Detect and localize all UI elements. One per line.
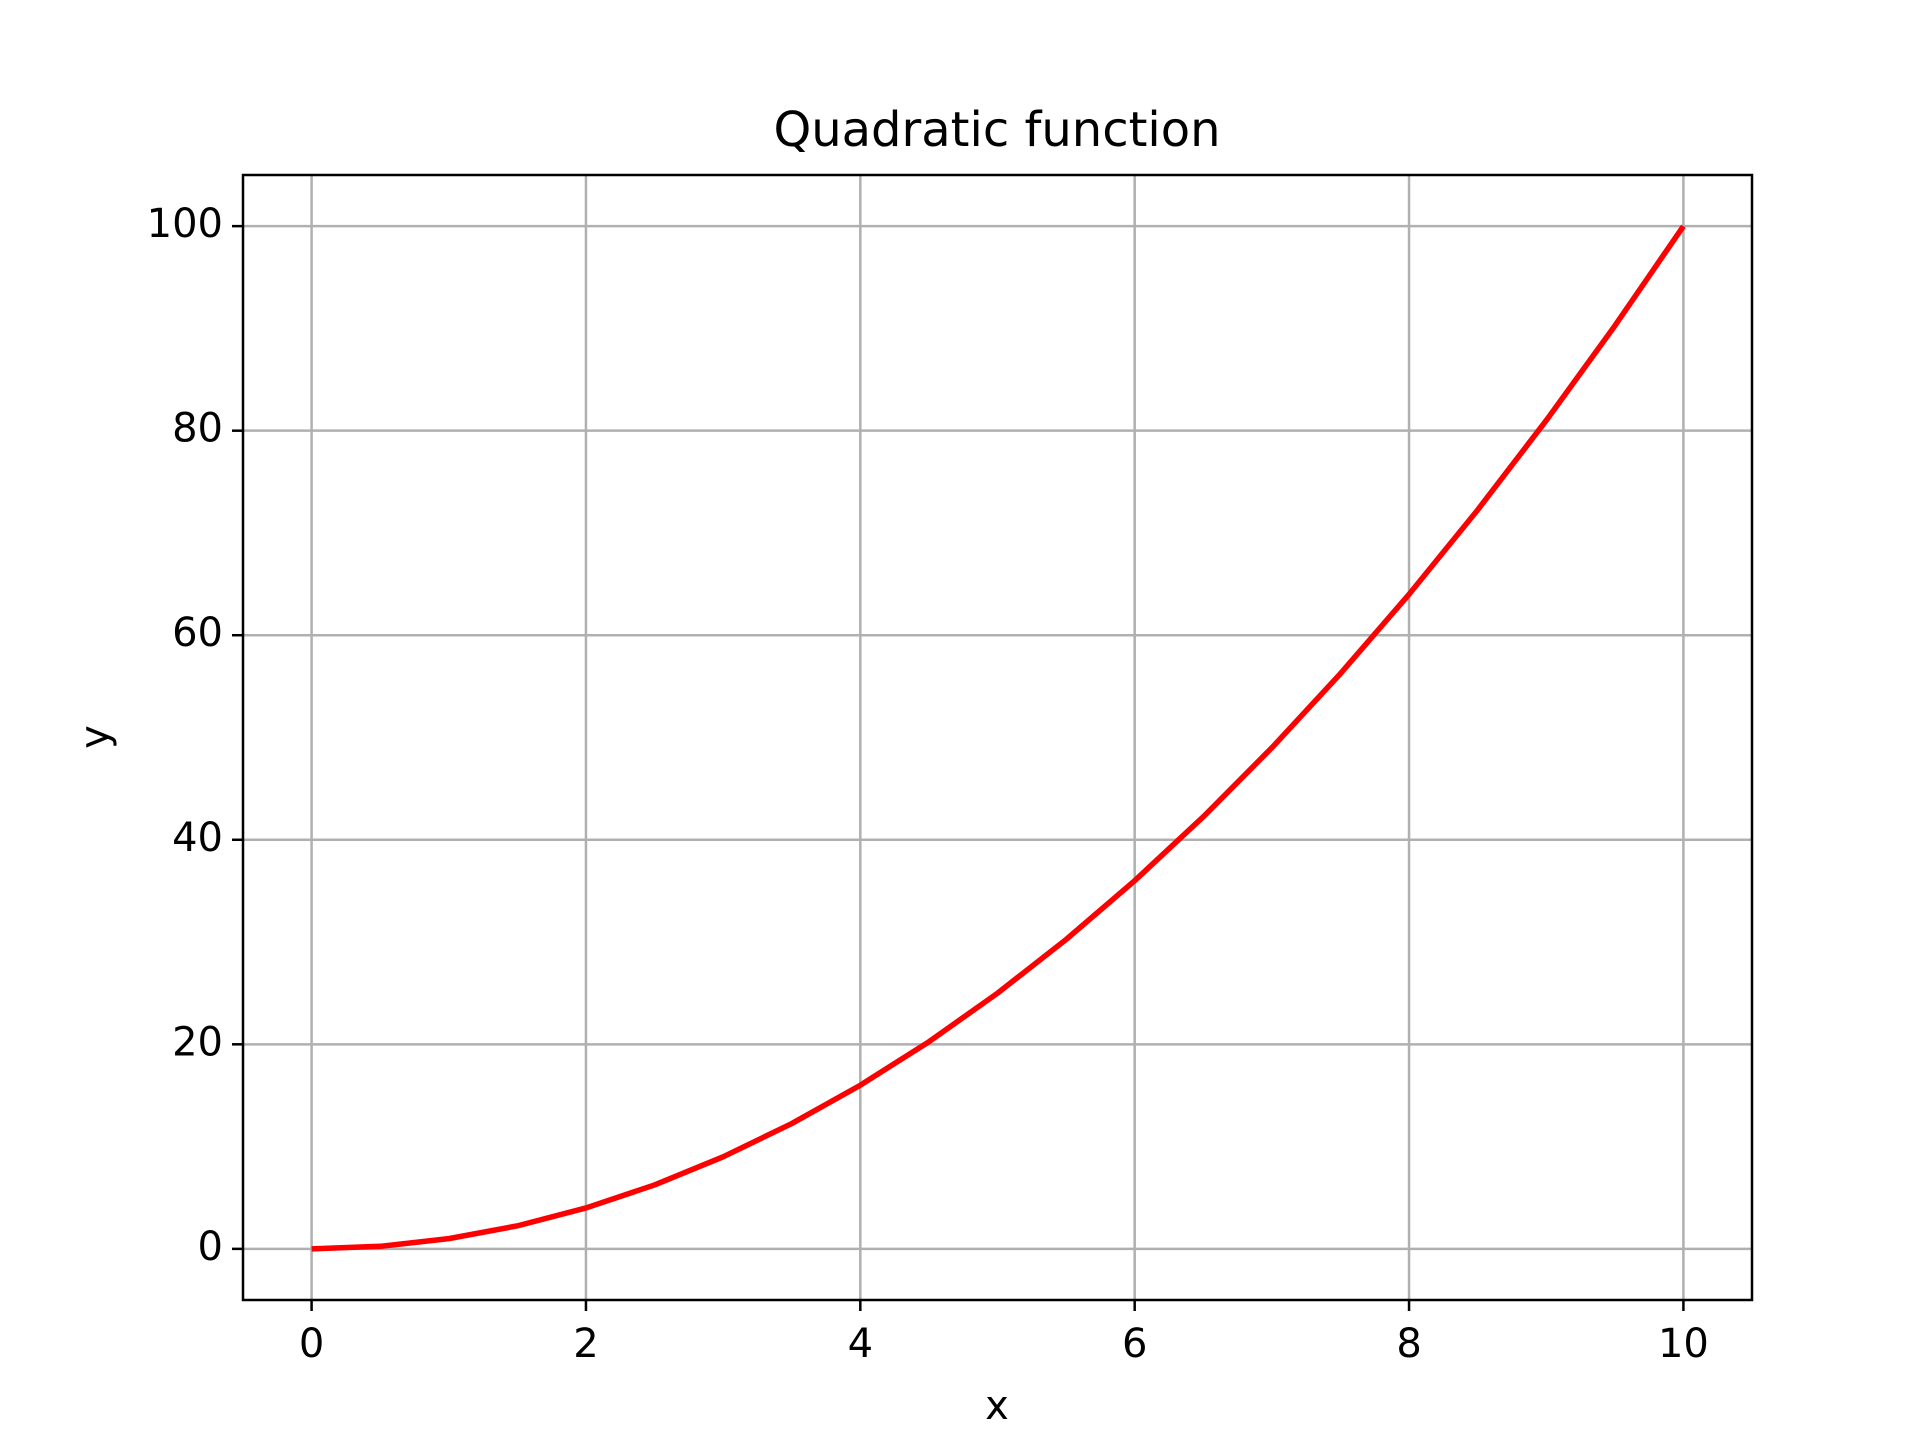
data-line [311, 224, 1686, 1252]
y-tick-label: 60 [172, 610, 223, 656]
x-axis-label: x [985, 1383, 1009, 1429]
x-tick-label: 8 [1396, 1321, 1421, 1367]
x-tick-label: 6 [1122, 1321, 1147, 1367]
y-tick-label: 80 [172, 406, 223, 452]
x-tick-label: 2 [573, 1321, 598, 1367]
x-tick-label: 4 [848, 1321, 873, 1367]
y-tick-label: 20 [172, 1019, 223, 1065]
plot-frame [241, 173, 1754, 1302]
y-axis-label: y [72, 725, 118, 749]
y-tick-label: 100 [147, 201, 223, 247]
y-tick-label: 40 [172, 815, 223, 861]
y-tick-label: 0 [198, 1224, 223, 1270]
x-tick-label: 0 [299, 1321, 324, 1367]
chart-title: Quadratic function [773, 102, 1220, 158]
x-tick-label: 10 [1658, 1321, 1709, 1367]
